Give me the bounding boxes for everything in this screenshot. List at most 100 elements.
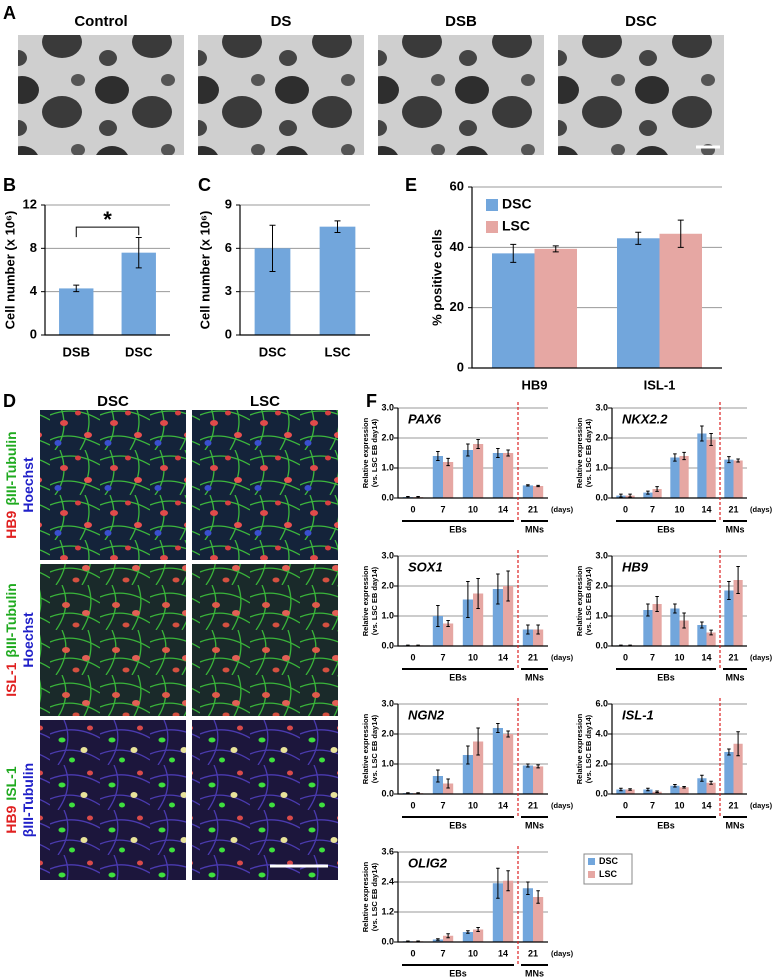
axes: [611, 408, 747, 499]
x-tick-label: 0: [623, 652, 628, 662]
error-bar: [628, 493, 632, 498]
x-tick-label: 21: [528, 948, 538, 958]
y-tick-label: 1.0: [381, 758, 394, 768]
x-tick-label: DSC: [125, 344, 153, 359]
group-label: MNs: [725, 672, 744, 682]
row-label-part: βIII-Tubulin: [20, 763, 36, 837]
bar: [652, 604, 662, 646]
bar: [462, 599, 473, 646]
axes: [397, 556, 548, 647]
bar: [724, 590, 734, 646]
y-tick-label: 3.0: [381, 698, 394, 708]
legend-label: DSC: [599, 856, 619, 866]
error-bar: [506, 449, 510, 457]
x-unit: (days): [750, 801, 773, 810]
error-bar: [510, 243, 517, 263]
x-tick-label: 14: [701, 800, 711, 810]
error-bar: [682, 786, 686, 789]
group-label: EBs: [657, 524, 675, 534]
row-label-part: βIII-Tubulin: [3, 583, 19, 657]
error-bar: [416, 792, 420, 794]
error-bar: [135, 237, 142, 269]
x-tick-label: DSB: [63, 344, 90, 359]
bar: [492, 883, 503, 942]
error-bar: [73, 284, 80, 293]
x-tick-label: 10: [468, 800, 478, 810]
error-bar: [673, 603, 677, 614]
bar: [492, 728, 503, 794]
error-bar: [536, 484, 540, 488]
error-bar: [506, 730, 510, 738]
axes: [239, 205, 370, 336]
error-bar: [476, 578, 480, 609]
bar: [670, 457, 680, 498]
micrograph: [192, 410, 338, 560]
x-tick-label: 7: [650, 652, 655, 662]
micrograph: [18, 35, 184, 155]
panel-label: F: [366, 391, 377, 411]
bar: [492, 589, 503, 646]
group-label: EBs: [657, 820, 675, 830]
x-tick-label: 7: [440, 948, 445, 958]
bar: [643, 610, 653, 646]
x-tick-label: 10: [468, 948, 478, 958]
bar: [462, 755, 473, 794]
y-tick-label: 2.0: [381, 432, 394, 442]
bar: [679, 620, 689, 646]
bar: [473, 929, 484, 942]
group-label: EBs: [449, 968, 467, 978]
row-label: HB9 βIII-Tubulin: [3, 431, 19, 538]
chart-title: PAX6: [408, 411, 442, 426]
y-tick-label: 0.0: [595, 640, 608, 650]
axes: [471, 187, 722, 369]
bar: [697, 433, 707, 498]
panel-label: E: [405, 175, 417, 195]
error-bar: [655, 790, 659, 793]
error-bar: [552, 245, 559, 253]
axes: [611, 556, 747, 647]
error-bar: [496, 573, 500, 605]
x-tick-label: 14: [701, 504, 711, 514]
bar: [643, 789, 653, 794]
x-tick-label: 14: [498, 652, 508, 662]
error-bar: [526, 881, 530, 895]
bar: [617, 238, 660, 368]
error-bar: [700, 774, 704, 782]
x-tick-label: 0: [410, 652, 415, 662]
x-tick-label: 21: [728, 504, 738, 514]
x-unit: (days): [551, 505, 574, 514]
error-bar: [436, 938, 440, 941]
y-axis-label: (vs. LSC EB day14): [370, 862, 379, 931]
x-tick-label: 7: [650, 800, 655, 810]
error-bar: [496, 448, 500, 458]
legend-swatch: [588, 858, 595, 865]
bar: [697, 778, 707, 794]
error-bar: [736, 731, 740, 757]
bar: [503, 734, 514, 794]
bar: [625, 789, 635, 794]
y-tick-label: 20: [450, 299, 464, 314]
bar: [462, 450, 473, 498]
panel-label: B: [3, 175, 16, 195]
image-label: Control: [74, 13, 127, 30]
y-tick-label: 4: [30, 283, 38, 298]
bar: [533, 766, 544, 794]
panel-label: C: [198, 175, 211, 195]
error-bar: [406, 792, 410, 794]
error-bar: [619, 787, 623, 792]
y-tick-label: 2.0: [595, 580, 608, 590]
error-bar: [677, 219, 684, 248]
error-bar: [673, 453, 677, 462]
y-tick-label: 0.0: [595, 788, 608, 798]
bar: [670, 785, 680, 794]
row-label: βIII-Tubulin: [20, 763, 36, 837]
bar: [533, 486, 544, 498]
y-tick-label: 60: [450, 178, 464, 193]
chart-title: OLIG2: [408, 855, 448, 870]
x-tick-label: 21: [528, 652, 538, 662]
x-tick-label: 21: [528, 504, 538, 514]
bar: [443, 623, 454, 646]
bar: [670, 608, 680, 646]
x-unit: (days): [551, 653, 574, 662]
y-tick-label: 1.0: [381, 462, 394, 472]
